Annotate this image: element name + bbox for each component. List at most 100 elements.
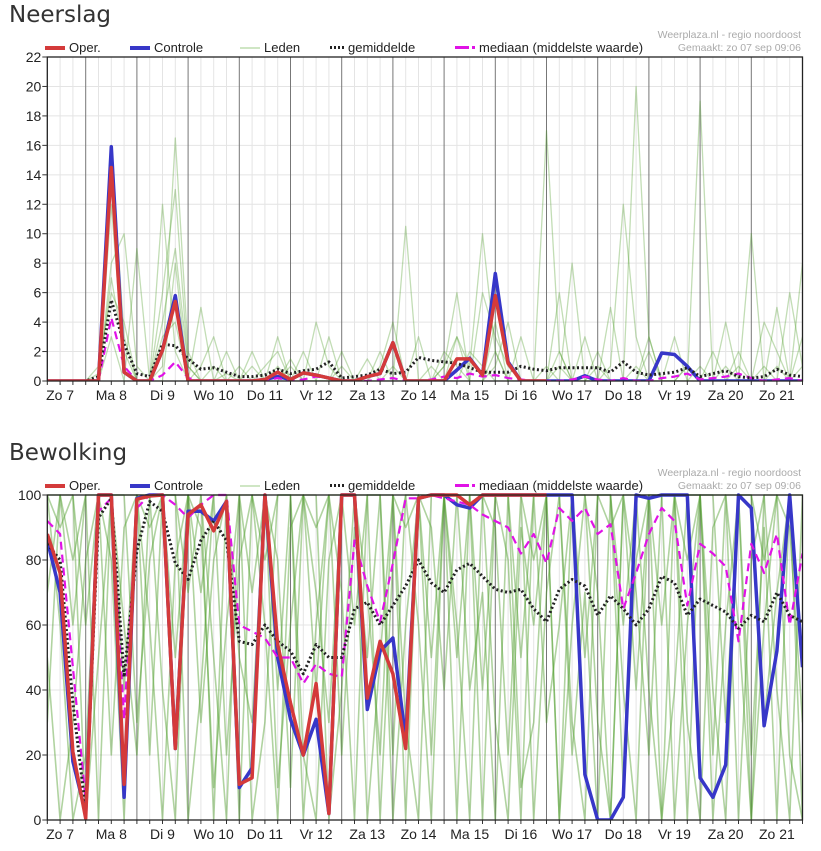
plot-area [47,85,803,381]
controle-swatch-icon [130,45,150,50]
y-tick-label: 14 [26,167,42,183]
legend-item-mediaan: mediaan (middelste waarde) [455,478,643,493]
x-tick-label: Di 16 [505,826,538,842]
y-tick-label: 2 [34,344,42,360]
plot-area [47,493,803,820]
x-tick-label: Ma 8 [96,387,127,403]
x-tick-label: Zo 21 [759,826,795,842]
series-gemiddelde [47,496,803,812]
legend-label: mediaan (middelste waarde) [479,478,644,493]
series-oper [47,493,547,820]
x-tick-label: Zo 14 [401,826,437,842]
y-tick-label: 12 [26,196,42,212]
source-credit: Weerplaza.nl - regio noordoost [657,467,801,479]
x-tick-label: Do 18 [605,387,643,403]
series-leden-member [47,85,803,381]
legend-item-gemiddelde: gemiddelde [330,478,415,493]
y-tick-label: 22 [26,49,42,65]
y-tick-label: 4 [34,314,42,330]
y-tick-label: 60 [26,617,42,633]
x-tick-label: Ma 8 [96,826,127,842]
legend-item-leden: Leden [240,478,300,493]
series-leden-member [47,188,803,381]
controle-swatch-icon [130,483,150,488]
series-mediaan [47,316,803,381]
x-tick-label: Zo 7 [46,826,74,842]
y-tick-label: 40 [26,682,42,698]
x-tick-label: Do 11 [247,387,284,403]
y-tick-label: 100 [18,487,42,503]
legend-precipitation: Oper. Controle Leden gemiddelde mediaan … [0,40,821,56]
x-tick-label: Do 11 [247,826,284,842]
series-oper [47,165,547,381]
chart-title-cloud-cover: Bewolking [9,440,128,466]
x-tick-label: Zo 21 [759,387,795,403]
x-tick-label: Zo 7 [46,387,74,403]
legend-item-oper: Oper. [45,40,101,55]
chart-title-precipitation: Neerslag [9,2,112,28]
series-leden-member [47,137,803,381]
cloud-cover-chart: 0 20 40 60 80 100 Zo 7 Ma 8 Di 9 Wo 10 Do 11 Vr 12 Z… [18,487,804,842]
x-tick-label: Ma 15 [450,387,489,403]
legend-label: Oper. [69,478,101,493]
legend-item-mediaan: mediaan (middelste waarde) [455,40,643,55]
made-timestamp: Gemaakt: zo 07 sep 09:06 [677,42,801,54]
x-tick-label: Za 20 [708,387,744,403]
legend-item-oper: Oper. [45,478,101,493]
legend-item-leden: Leden [240,40,300,55]
x-tick-label: Zo 14 [401,387,437,403]
y-tick-label: 18 [26,108,42,124]
y-tick-label: 10 [26,226,42,242]
legend-label: gemiddelde [348,40,416,55]
legend-item-controle: Controle [130,40,203,55]
legend-label: Controle [154,478,204,493]
x-tick-label: Di 9 [150,387,175,403]
gemiddelde-swatch-icon [330,46,344,49]
y-tick-label: 0 [34,373,42,389]
y-tick-label: 0 [34,812,42,828]
mediaan-swatch-icon [455,484,475,487]
legend-label: gemiddelde [348,478,416,493]
legend-label: Leden [264,40,301,55]
legend-item-gemiddelde: gemiddelde [330,40,415,55]
gemiddelde-swatch-icon [330,484,344,487]
x-tick-label: Do 18 [605,826,643,842]
mediaan-swatch-icon [455,46,475,49]
series-leden-member [47,494,803,820]
series-leden-member [47,494,803,820]
leden-swatch-icon [240,484,260,487]
y-tick-label: 6 [34,285,42,301]
leden-swatch-icon [240,46,260,49]
x-tick-label: Wo 17 [552,387,592,403]
legend-label: mediaan (middelste waarde) [479,40,644,55]
x-tick-label: Di 16 [505,387,538,403]
x-tick-label: Wo 10 [194,387,234,403]
y-tick-label: 8 [34,255,42,271]
legend-cloud-cover: Oper. Controle Leden gemiddelde mediaan … [0,478,821,494]
x-tick-label: Wo 17 [552,826,592,842]
y-tick-label: 20 [26,747,42,763]
plot-frame [46,494,804,821]
precipitation-chart: 0 2 4 6 8 10 12 14 16 18 20 22 Zo 7 Ma 8 Di 9 Wo 10 Do 1… [26,49,804,403]
legend-label: Oper. [69,40,101,55]
x-tick-label: Za 20 [708,826,744,842]
x-tick-label: Za 13 [349,387,385,403]
x-tick-label: Ma 15 [450,826,489,842]
x-tick-label: Vr 12 [300,387,333,403]
legend-label: Leden [264,478,301,493]
x-tick-label: Za 13 [349,826,385,842]
series-gemiddelde [47,298,803,381]
series-leden-member [47,233,803,381]
x-tick-label: Vr 19 [658,826,691,842]
legend-label: Controle [154,40,204,55]
legend-item-controle: Controle [130,478,203,493]
made-timestamp: Gemaakt: zo 07 sep 09:06 [677,480,801,492]
x-tick-label: Di 9 [150,826,175,842]
x-tick-label: Vr 19 [658,387,691,403]
series-leden-member [47,100,803,381]
oper-swatch-icon [45,45,65,50]
y-tick-label: 16 [26,137,42,153]
oper-swatch-icon [45,483,65,488]
x-tick-label: Wo 10 [194,826,234,842]
y-tick-label: 20 [26,78,42,94]
